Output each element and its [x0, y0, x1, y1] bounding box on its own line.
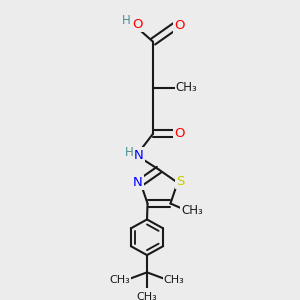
Text: H: H [122, 14, 130, 27]
Text: O: O [132, 18, 142, 31]
Text: N: N [134, 149, 144, 162]
Text: N: N [133, 176, 142, 189]
Text: CH₃: CH₃ [110, 274, 130, 285]
Text: CH₃: CH₃ [164, 274, 184, 285]
Text: S: S [176, 175, 185, 188]
Text: H: H [124, 146, 134, 159]
Text: CH₃: CH₃ [136, 292, 158, 300]
Text: O: O [174, 127, 184, 140]
Text: CH₃: CH₃ [182, 204, 203, 217]
Text: CH₃: CH₃ [176, 81, 197, 94]
Text: O: O [174, 20, 184, 32]
